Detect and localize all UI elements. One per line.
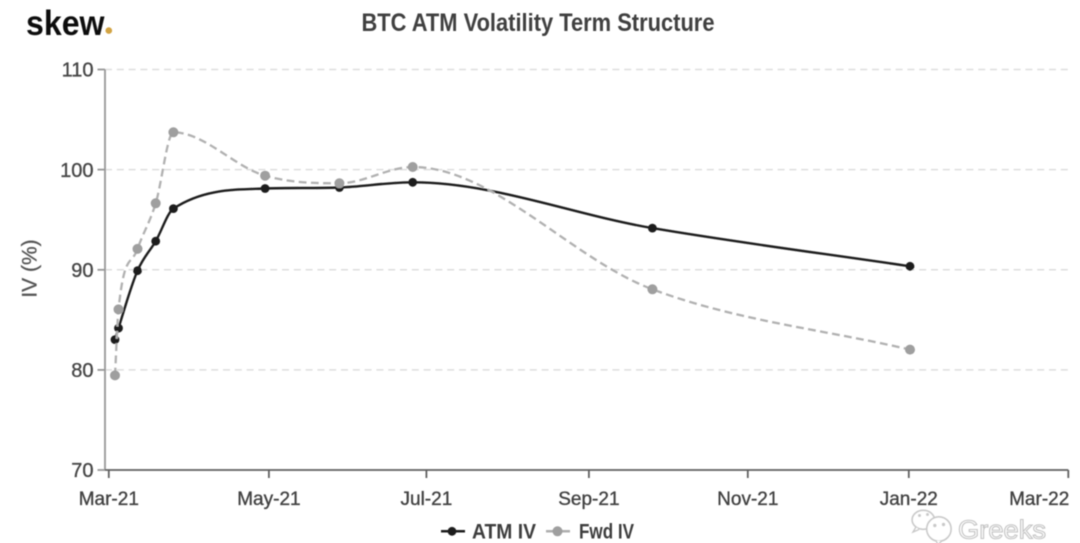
svg-text:70: 70 bbox=[71, 460, 93, 482]
svg-text:skew: skew bbox=[26, 4, 105, 43]
svg-text:Greeks: Greeks bbox=[958, 514, 1046, 543]
svg-text:110: 110 bbox=[62, 60, 94, 82]
svg-text:BTC ATM Volatility Term Struct: BTC ATM Volatility Term Structure bbox=[362, 9, 715, 37]
svg-text:Mar-21: Mar-21 bbox=[79, 489, 139, 510]
svg-text:ATM IV: ATM IV bbox=[472, 521, 536, 543]
svg-text:Jul-21: Jul-21 bbox=[401, 489, 453, 510]
svg-text:Nov-21: Nov-21 bbox=[717, 489, 778, 510]
svg-text:80: 80 bbox=[71, 360, 93, 382]
svg-text:Fwd IV: Fwd IV bbox=[579, 521, 634, 543]
svg-text:Sep-21: Sep-21 bbox=[558, 489, 619, 510]
svg-text:Mar-22: Mar-22 bbox=[1009, 489, 1069, 510]
svg-text:100: 100 bbox=[60, 160, 93, 182]
svg-text:May-21: May-21 bbox=[237, 489, 300, 510]
svg-text:Jan-22: Jan-22 bbox=[880, 489, 938, 510]
svg-text:IV (%): IV (%) bbox=[19, 239, 42, 297]
svg-text:90: 90 bbox=[71, 260, 93, 282]
